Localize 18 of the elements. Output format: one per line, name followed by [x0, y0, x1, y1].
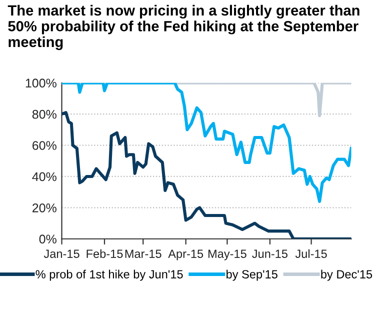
legend-label: % prob of 1st hike by Jun'15	[36, 270, 183, 281]
chart-title: The market is now pricing in a slightly greater than 50% probability of the Fed hiking at the September meeting	[8, 4, 360, 50]
y-tick-label: 100%	[26, 78, 56, 88]
x-tick-label: May-15	[208, 250, 246, 260]
y-tick-label: 60%	[32, 141, 56, 150]
legend-label: by Dec'15	[321, 270, 372, 281]
x-tick-label: Jun-15	[252, 250, 288, 258]
y-tick-label: 20%	[32, 203, 56, 212]
x-tick-label: Mar-15	[125, 250, 162, 258]
legend-label: by Sep'15	[226, 270, 278, 281]
x-tick-label: Feb-15	[86, 249, 123, 258]
y-tick-label: 0%	[39, 234, 56, 244]
x-tick-label: Jan-15	[44, 250, 80, 258]
line-series	[62, 82, 352, 203]
y-tick-label: 80%	[32, 110, 56, 119]
x-tick-label: Apr-15	[168, 250, 204, 260]
y-tick-label: 40%	[32, 172, 56, 182]
x-tick-label: Jul-15	[295, 249, 327, 258]
